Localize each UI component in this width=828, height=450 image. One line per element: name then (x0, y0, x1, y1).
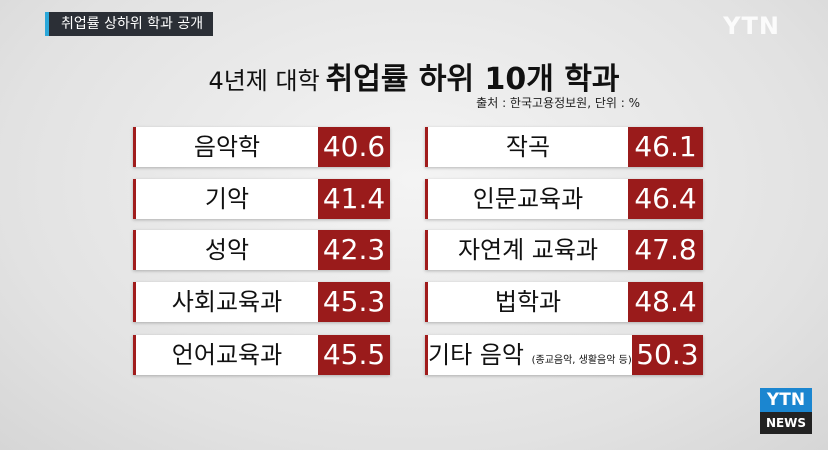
department-name: 음악학 (193, 133, 261, 161)
department-name: 성악 (204, 236, 250, 264)
department-name: 기타 음악 (428, 341, 524, 369)
ranking-row: 기타 음악 (종교음악, 생활음악 등) 50.3 (425, 335, 703, 375)
logo: YTN NEWS (760, 388, 812, 434)
department-note: (종교음악, 생활음악 등) (531, 355, 632, 366)
ranking-row: 언어교육과 45.5 (133, 335, 390, 375)
department: 기악 (133, 179, 318, 219)
ranking-row: 자연계 교육과 47.8 (425, 230, 703, 270)
employment-rate: 47.8 (628, 230, 703, 270)
employment-rate: 41.4 (318, 179, 390, 219)
department: 사회교육과 (133, 282, 318, 322)
employment-rate: 40.6 (318, 127, 390, 167)
employment-rate: 46.4 (628, 179, 703, 219)
logo-bottom: NEWS (760, 412, 812, 434)
department: 법학과 (425, 282, 628, 322)
department: 언어교육과 (133, 335, 318, 375)
employment-rate: 46.1 (628, 127, 703, 167)
department-name: 인문교육과 (472, 185, 584, 213)
department-name: 자연계 교육과 (457, 236, 599, 264)
employment-rate: 48.4 (628, 282, 703, 322)
employment-rate: 42.3 (318, 230, 390, 270)
department: 인문교육과 (425, 179, 628, 219)
department-name: 사회교육과 (171, 288, 283, 316)
logo-top: YTN (760, 388, 812, 412)
employment-rate: 45.3 (318, 282, 390, 322)
employment-rate: 45.5 (318, 335, 390, 375)
ranking-row: 사회교육과 45.3 (133, 282, 390, 322)
department-name: 기악 (204, 185, 250, 213)
department-name: 작곡 (505, 133, 551, 161)
department: 작곡 (425, 127, 628, 167)
ranking-row: 인문교육과 46.4 (425, 179, 703, 219)
ranking-row: 성악 42.3 (133, 230, 390, 270)
department: 성악 (133, 230, 318, 270)
source: 출처 : 한국고용정보원, 단위 : % (476, 96, 640, 110)
department: 기타 음악 (종교음악, 생활음악 등) (425, 335, 632, 375)
watermark: YTN (723, 12, 780, 40)
title-main: 취업률 하위 10개 학과 (325, 62, 620, 97)
department: 자연계 교육과 (425, 230, 628, 270)
title-prefix: 4년제 대학 (208, 67, 320, 95)
department: 음악학 (133, 127, 318, 167)
banner: 취업률 상하위 학과 공개 (45, 12, 214, 36)
ranking-row: 기악 41.4 (133, 179, 390, 219)
ranking-row: 작곡 46.1 (425, 127, 703, 167)
title: 4년제 대학 취업률 하위 10개 학과 (0, 54, 828, 98)
department-name: 법학과 (494, 288, 562, 316)
employment-rate: 50.3 (631, 335, 703, 375)
ranking-row: 음악학 40.6 (133, 127, 390, 167)
ranking-row: 법학과 48.4 (425, 282, 703, 322)
department-name: 언어교육과 (171, 341, 283, 369)
